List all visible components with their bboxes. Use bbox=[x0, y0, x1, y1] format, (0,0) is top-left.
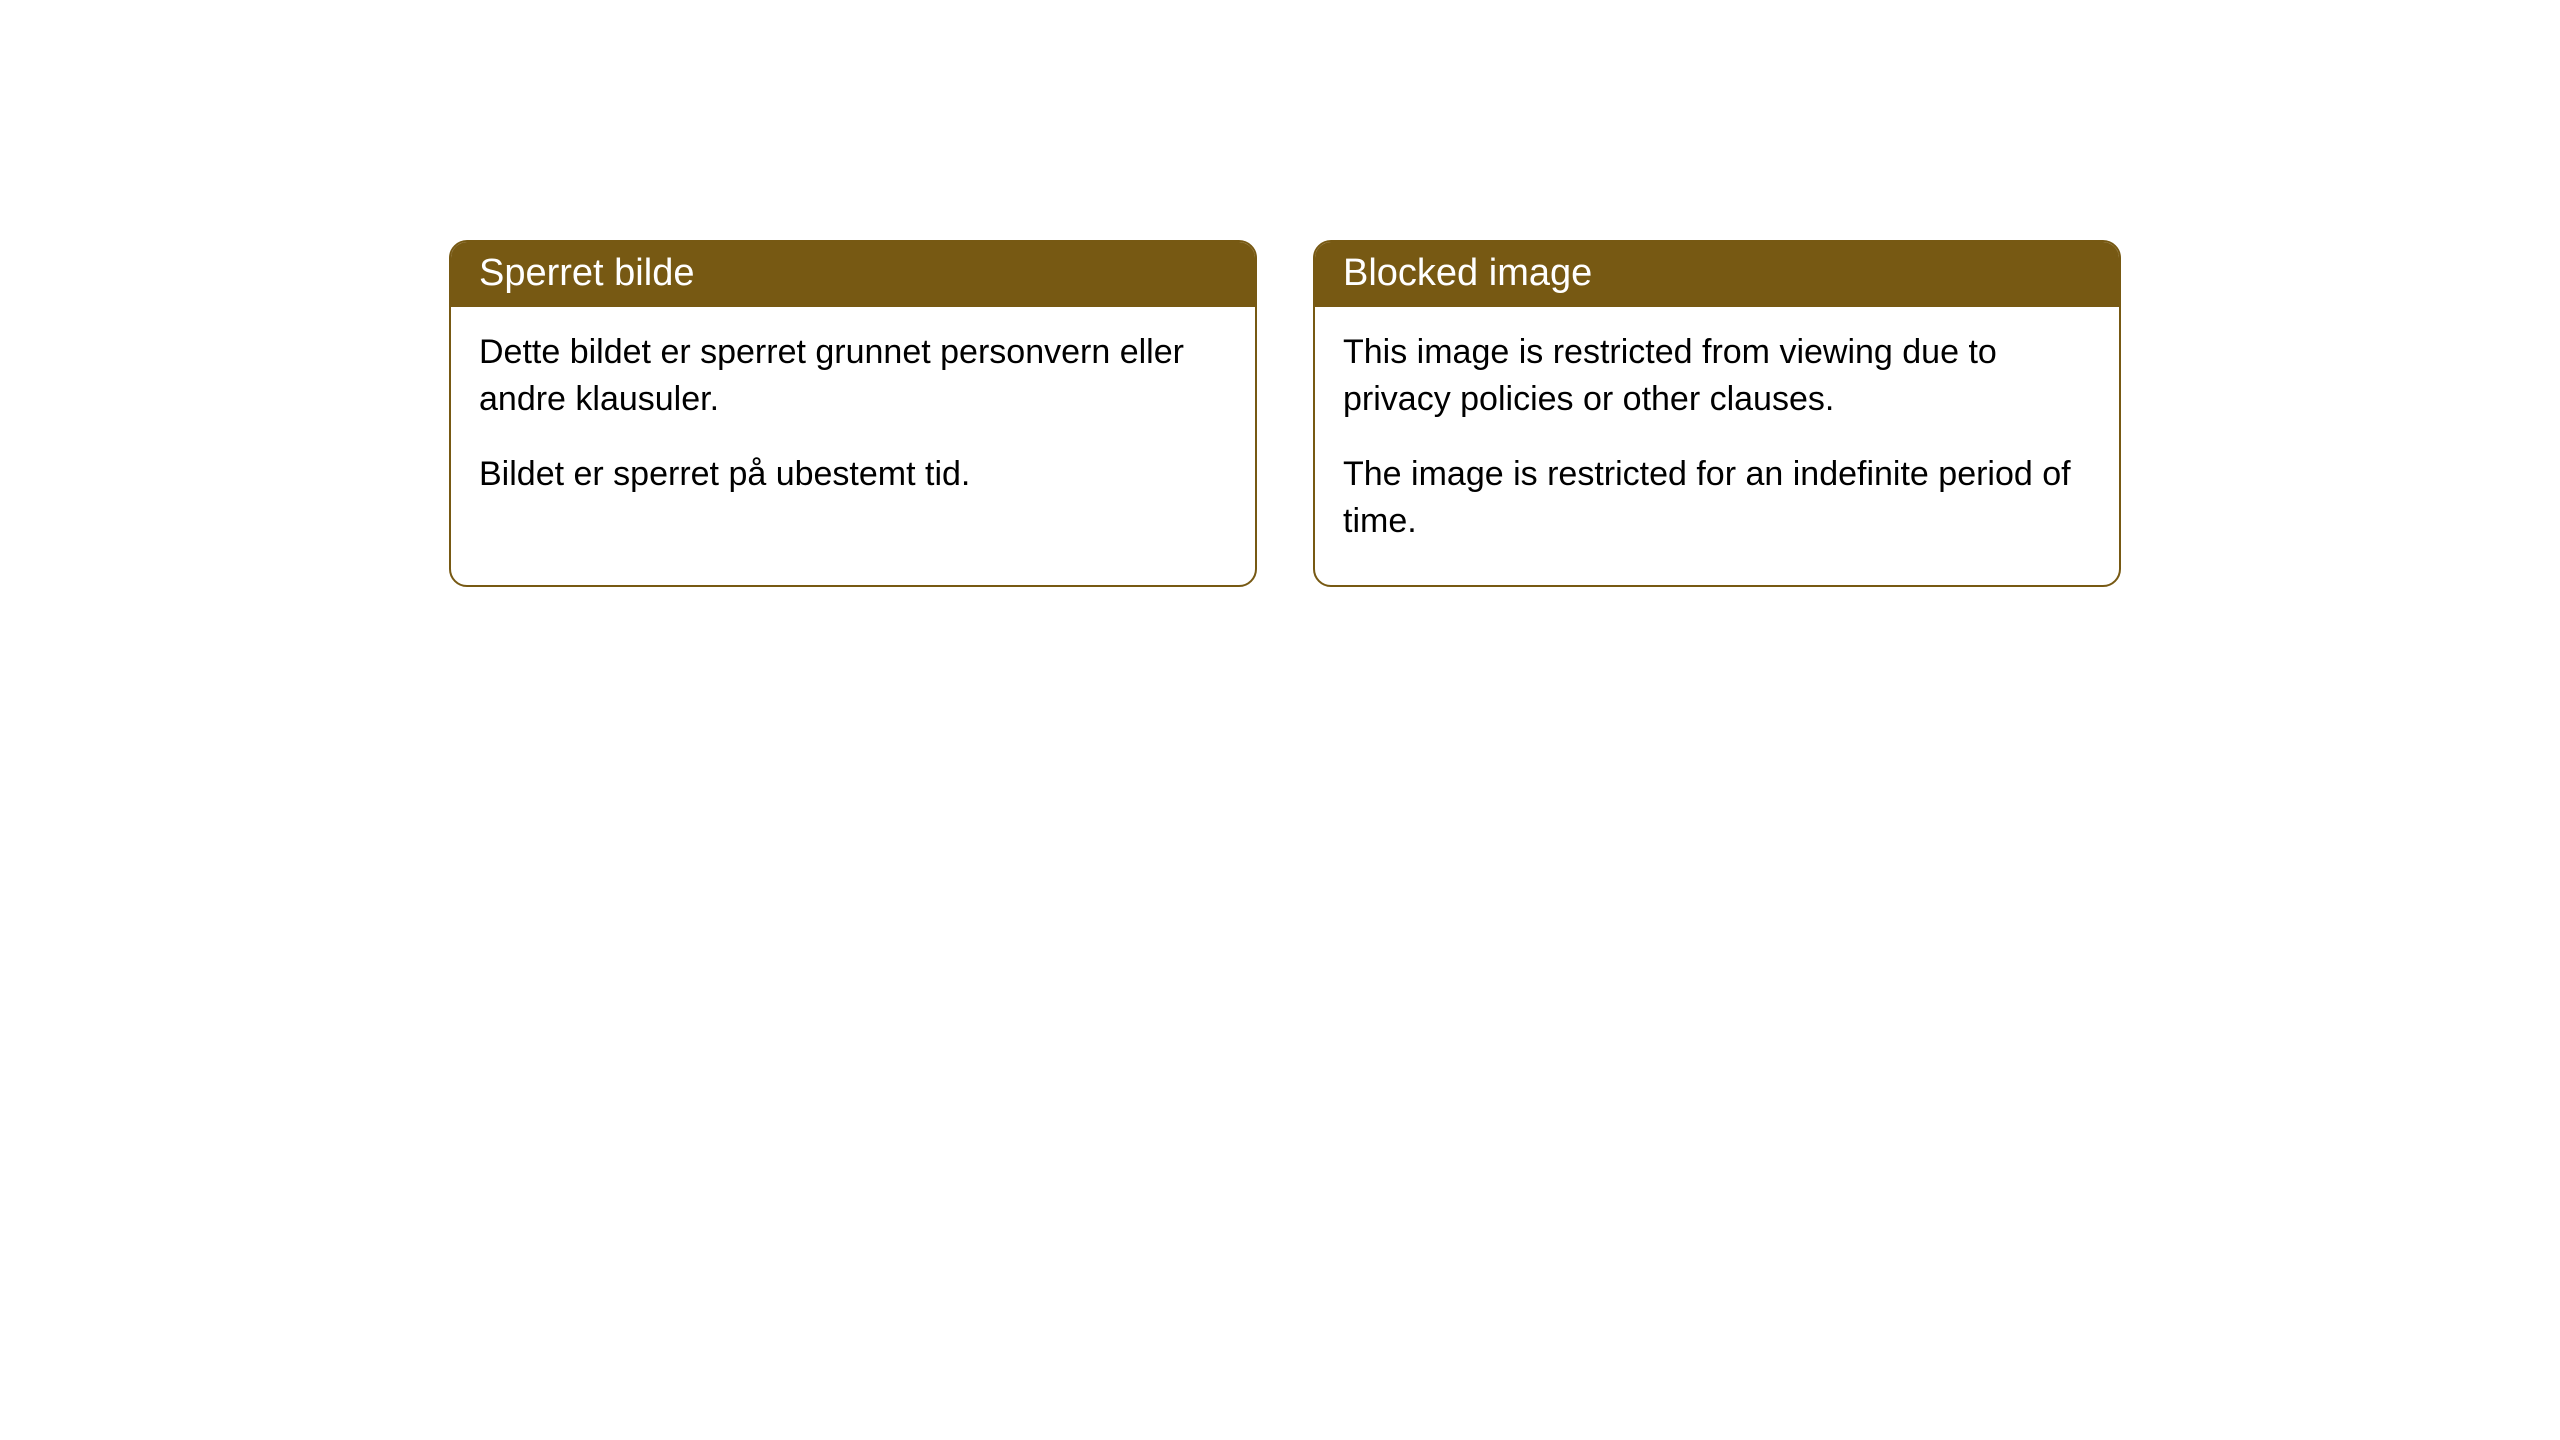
card-paragraph: Bildet er sperret på ubestemt tid. bbox=[479, 451, 1227, 498]
blocked-image-card-english: Blocked image This image is restricted f… bbox=[1313, 240, 2121, 587]
card-paragraph: The image is restricted for an indefinit… bbox=[1343, 451, 2091, 545]
card-paragraph: This image is restricted from viewing du… bbox=[1343, 329, 2091, 423]
card-title-norwegian: Sperret bilde bbox=[451, 242, 1255, 307]
card-title-english: Blocked image bbox=[1315, 242, 2119, 307]
card-paragraph: Dette bildet er sperret grunnet personve… bbox=[479, 329, 1227, 423]
card-body-norwegian: Dette bildet er sperret grunnet personve… bbox=[451, 307, 1255, 538]
notice-cards-container: Sperret bilde Dette bildet er sperret gr… bbox=[449, 240, 2560, 587]
blocked-image-card-norwegian: Sperret bilde Dette bildet er sperret gr… bbox=[449, 240, 1257, 587]
card-body-english: This image is restricted from viewing du… bbox=[1315, 307, 2119, 585]
